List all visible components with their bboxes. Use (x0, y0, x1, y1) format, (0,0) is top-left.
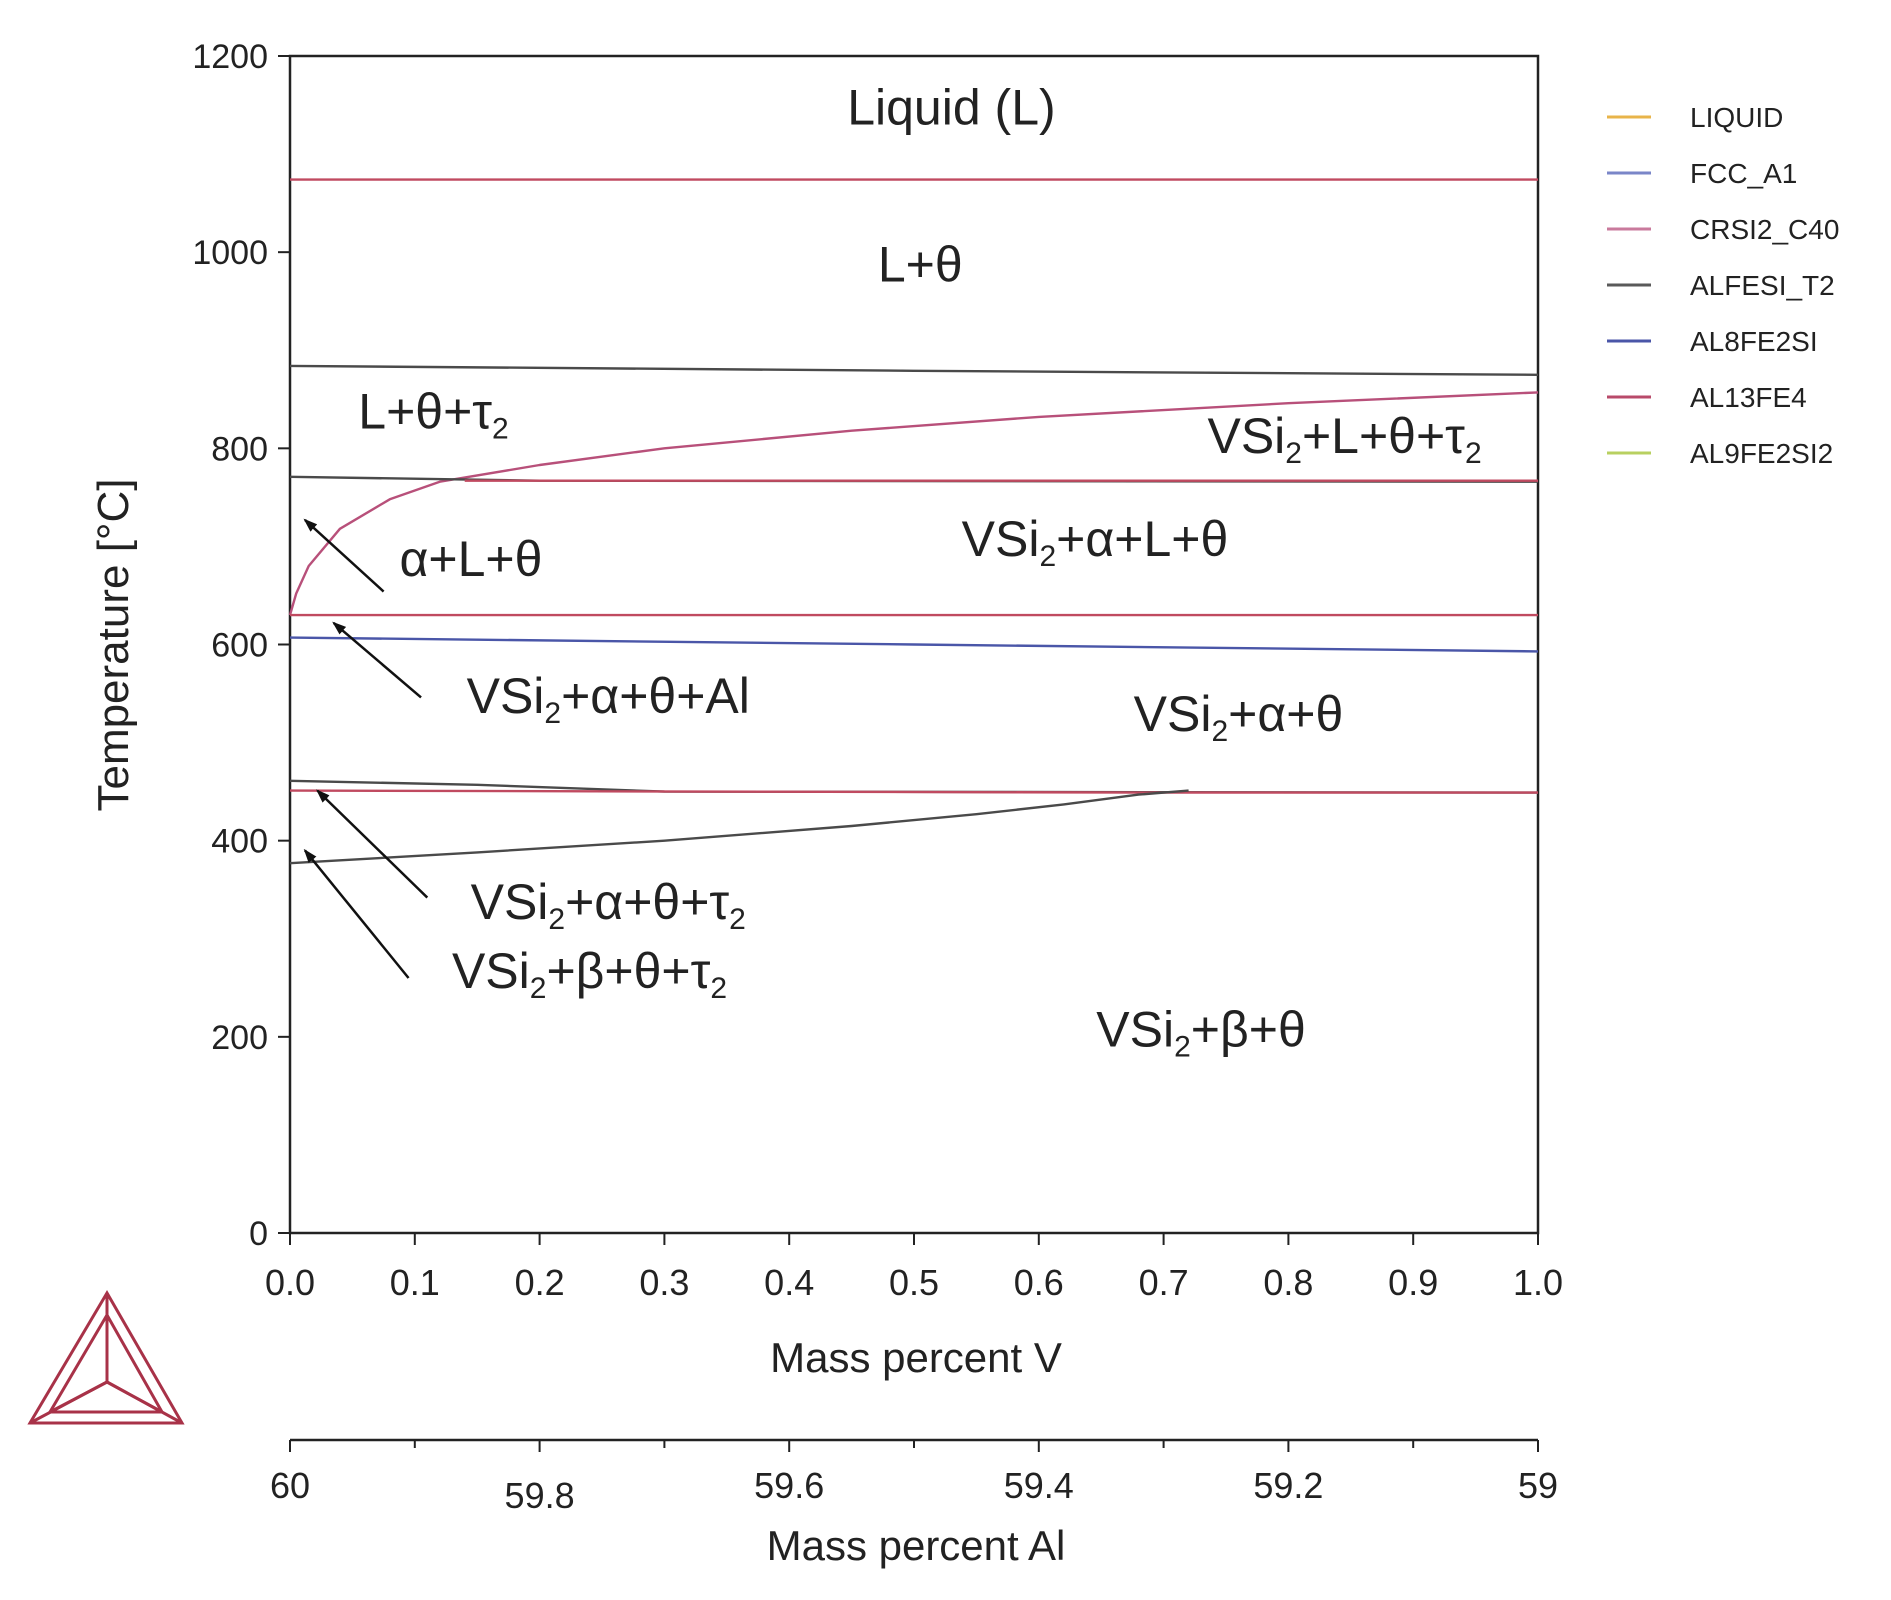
region-label-6: VSi2+α+θ+Al (467, 668, 750, 730)
x-tick-label-0.0: 0.0 (265, 1262, 315, 1303)
annotation-arrow-2 (316, 789, 429, 899)
annotation-arrow-1 (332, 621, 422, 699)
y-tick-label-400: 400 (211, 823, 268, 861)
annotation-arrow-3 (303, 848, 410, 979)
region-label-9: VSi2+β+θ+τ2 (452, 943, 727, 1005)
region-labels: Liquid (L) L+θ L+θ+τ2 VSi2+L+θ+τ2 α+L+θ VSi2+… (358, 80, 1481, 1064)
x-axis: 0.0 0.1 0.2 0.3 0.4 0.5 0.6 0.7 0.8 0.9 1.0 (265, 1233, 1563, 1303)
x2-tick-label-60: 60 (270, 1465, 310, 1506)
region-label-4: α+L+θ (399, 531, 542, 587)
series-line-alfesi-t2-9 (289, 789, 1189, 865)
legend-label-liquid: LIQUID (1690, 102, 1783, 133)
series-line-alfesi-t2-1 (289, 364, 1539, 376)
x-tick-label-1.0: 1.0 (1513, 1262, 1563, 1303)
legend-label-al9fe2si2: AL9FE2SI2 (1690, 438, 1833, 469)
x-tick-label-0.6: 0.6 (1014, 1262, 1064, 1303)
region-label-1: L+θ (878, 237, 963, 293)
x2-tick-label-59.6: 59.6 (754, 1465, 824, 1506)
legend-label-al8fe2si: AL8FE2SI (1690, 326, 1818, 357)
legend-label-al13fe4: AL13FE4 (1690, 382, 1807, 413)
y-tick-label-200: 200 (211, 1019, 268, 1057)
x-axis-label: Mass percent V (770, 1334, 1062, 1381)
x2-tick-label-59.8: 59.8 (505, 1475, 575, 1516)
y-tick-label-800: 800 (211, 430, 268, 468)
secondary-x-axis-label: Mass percent Al (767, 1522, 1066, 1569)
region-label-8: VSi2+α+θ+τ2 (471, 874, 746, 936)
x2-tick-label-59.4: 59.4 (1004, 1465, 1074, 1506)
y-tick-label-0: 0 (249, 1215, 268, 1253)
x-tick-label-0.4: 0.4 (764, 1262, 814, 1303)
secondary-x-axis: 60 59.8 59.6 59.4 59.2 59 (270, 1438, 1558, 1516)
thermo-calc-logo-icon (27, 1290, 185, 1425)
x2-tick-label-59.2: 59.2 (1253, 1465, 1323, 1506)
annotation-arrows (303, 518, 429, 979)
series-layer (288, 178, 1539, 865)
x2-tick-label-59: 59 (1518, 1465, 1558, 1506)
legend-label-alfesi-t2: ALFESI_T2 (1690, 270, 1835, 301)
x-tick-label-0.2: 0.2 (515, 1262, 565, 1303)
region-label-7: VSi2+α+θ (1134, 686, 1344, 748)
y-axis: 0 200 400 600 800 1000 1200 (192, 38, 290, 1253)
series-line-crsi2-c40-2 (288, 391, 1539, 616)
y-tick-label-600: 600 (211, 627, 268, 665)
legend-label-fcc-a1: FCC_A1 (1690, 158, 1797, 189)
x-tick-label-0.8: 0.8 (1263, 1262, 1313, 1303)
legend-label-crsi2-c40: CRSI2_C40 (1690, 214, 1839, 245)
region-label-3: VSi2+L+θ+τ2 (1207, 408, 1481, 470)
region-label-5: VSi2+α+L+θ (962, 511, 1229, 573)
x-tick-label-0.3: 0.3 (639, 1262, 689, 1303)
x-tick-label-0.7: 0.7 (1139, 1262, 1189, 1303)
region-label-10: VSi2+β+θ (1096, 1002, 1305, 1064)
x-tick-label-0.5: 0.5 (889, 1262, 939, 1303)
x-tick-label-0.9: 0.9 (1388, 1262, 1438, 1303)
series-line-al8fe2si-6 (289, 636, 1539, 653)
region-label-0: Liquid (L) (847, 80, 1055, 136)
y-axis-label: Temperature [°C] (89, 478, 138, 811)
y-tick-label-1000: 1000 (192, 234, 268, 272)
y-tick-label-1200: 1200 (192, 38, 268, 76)
region-label-2: L+θ+τ2 (358, 384, 508, 446)
x-tick-label-0.1: 0.1 (390, 1262, 440, 1303)
series-line-al13fe4-8 (289, 789, 1538, 794)
legend: LIQUID FCC_A1 CRSI2_C40 ALFESI_T2 AL8FE2SI AL… (1607, 102, 1839, 469)
annotation-arrow-0 (303, 518, 385, 593)
